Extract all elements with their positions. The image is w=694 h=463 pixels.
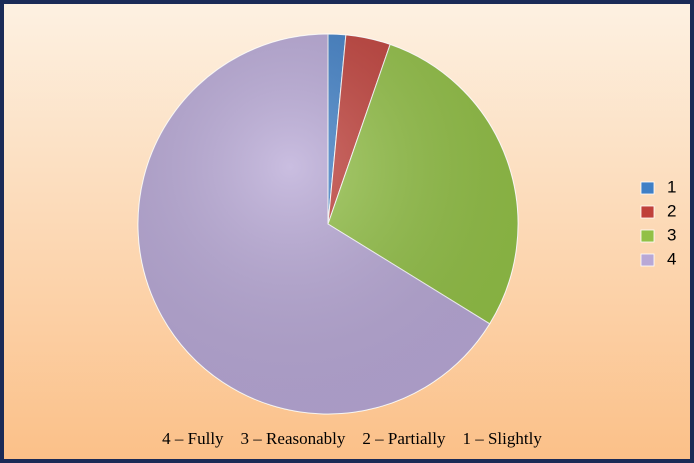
legend-label: 4: [667, 249, 676, 268]
legend-label: 1: [667, 177, 676, 196]
legend: 1 2 3 4: [640, 177, 676, 268]
legend-label: 3: [667, 225, 676, 244]
legend-swatch: [640, 253, 655, 267]
legend-swatch: [640, 205, 655, 219]
pie: [137, 33, 519, 415]
legend-label: 2: [667, 201, 676, 220]
legend-swatch: [640, 229, 655, 243]
legend-swatch: [640, 181, 655, 195]
annotation: 4 – Fully 3 – Reasonably 2 – Partially 1…: [162, 429, 542, 448]
